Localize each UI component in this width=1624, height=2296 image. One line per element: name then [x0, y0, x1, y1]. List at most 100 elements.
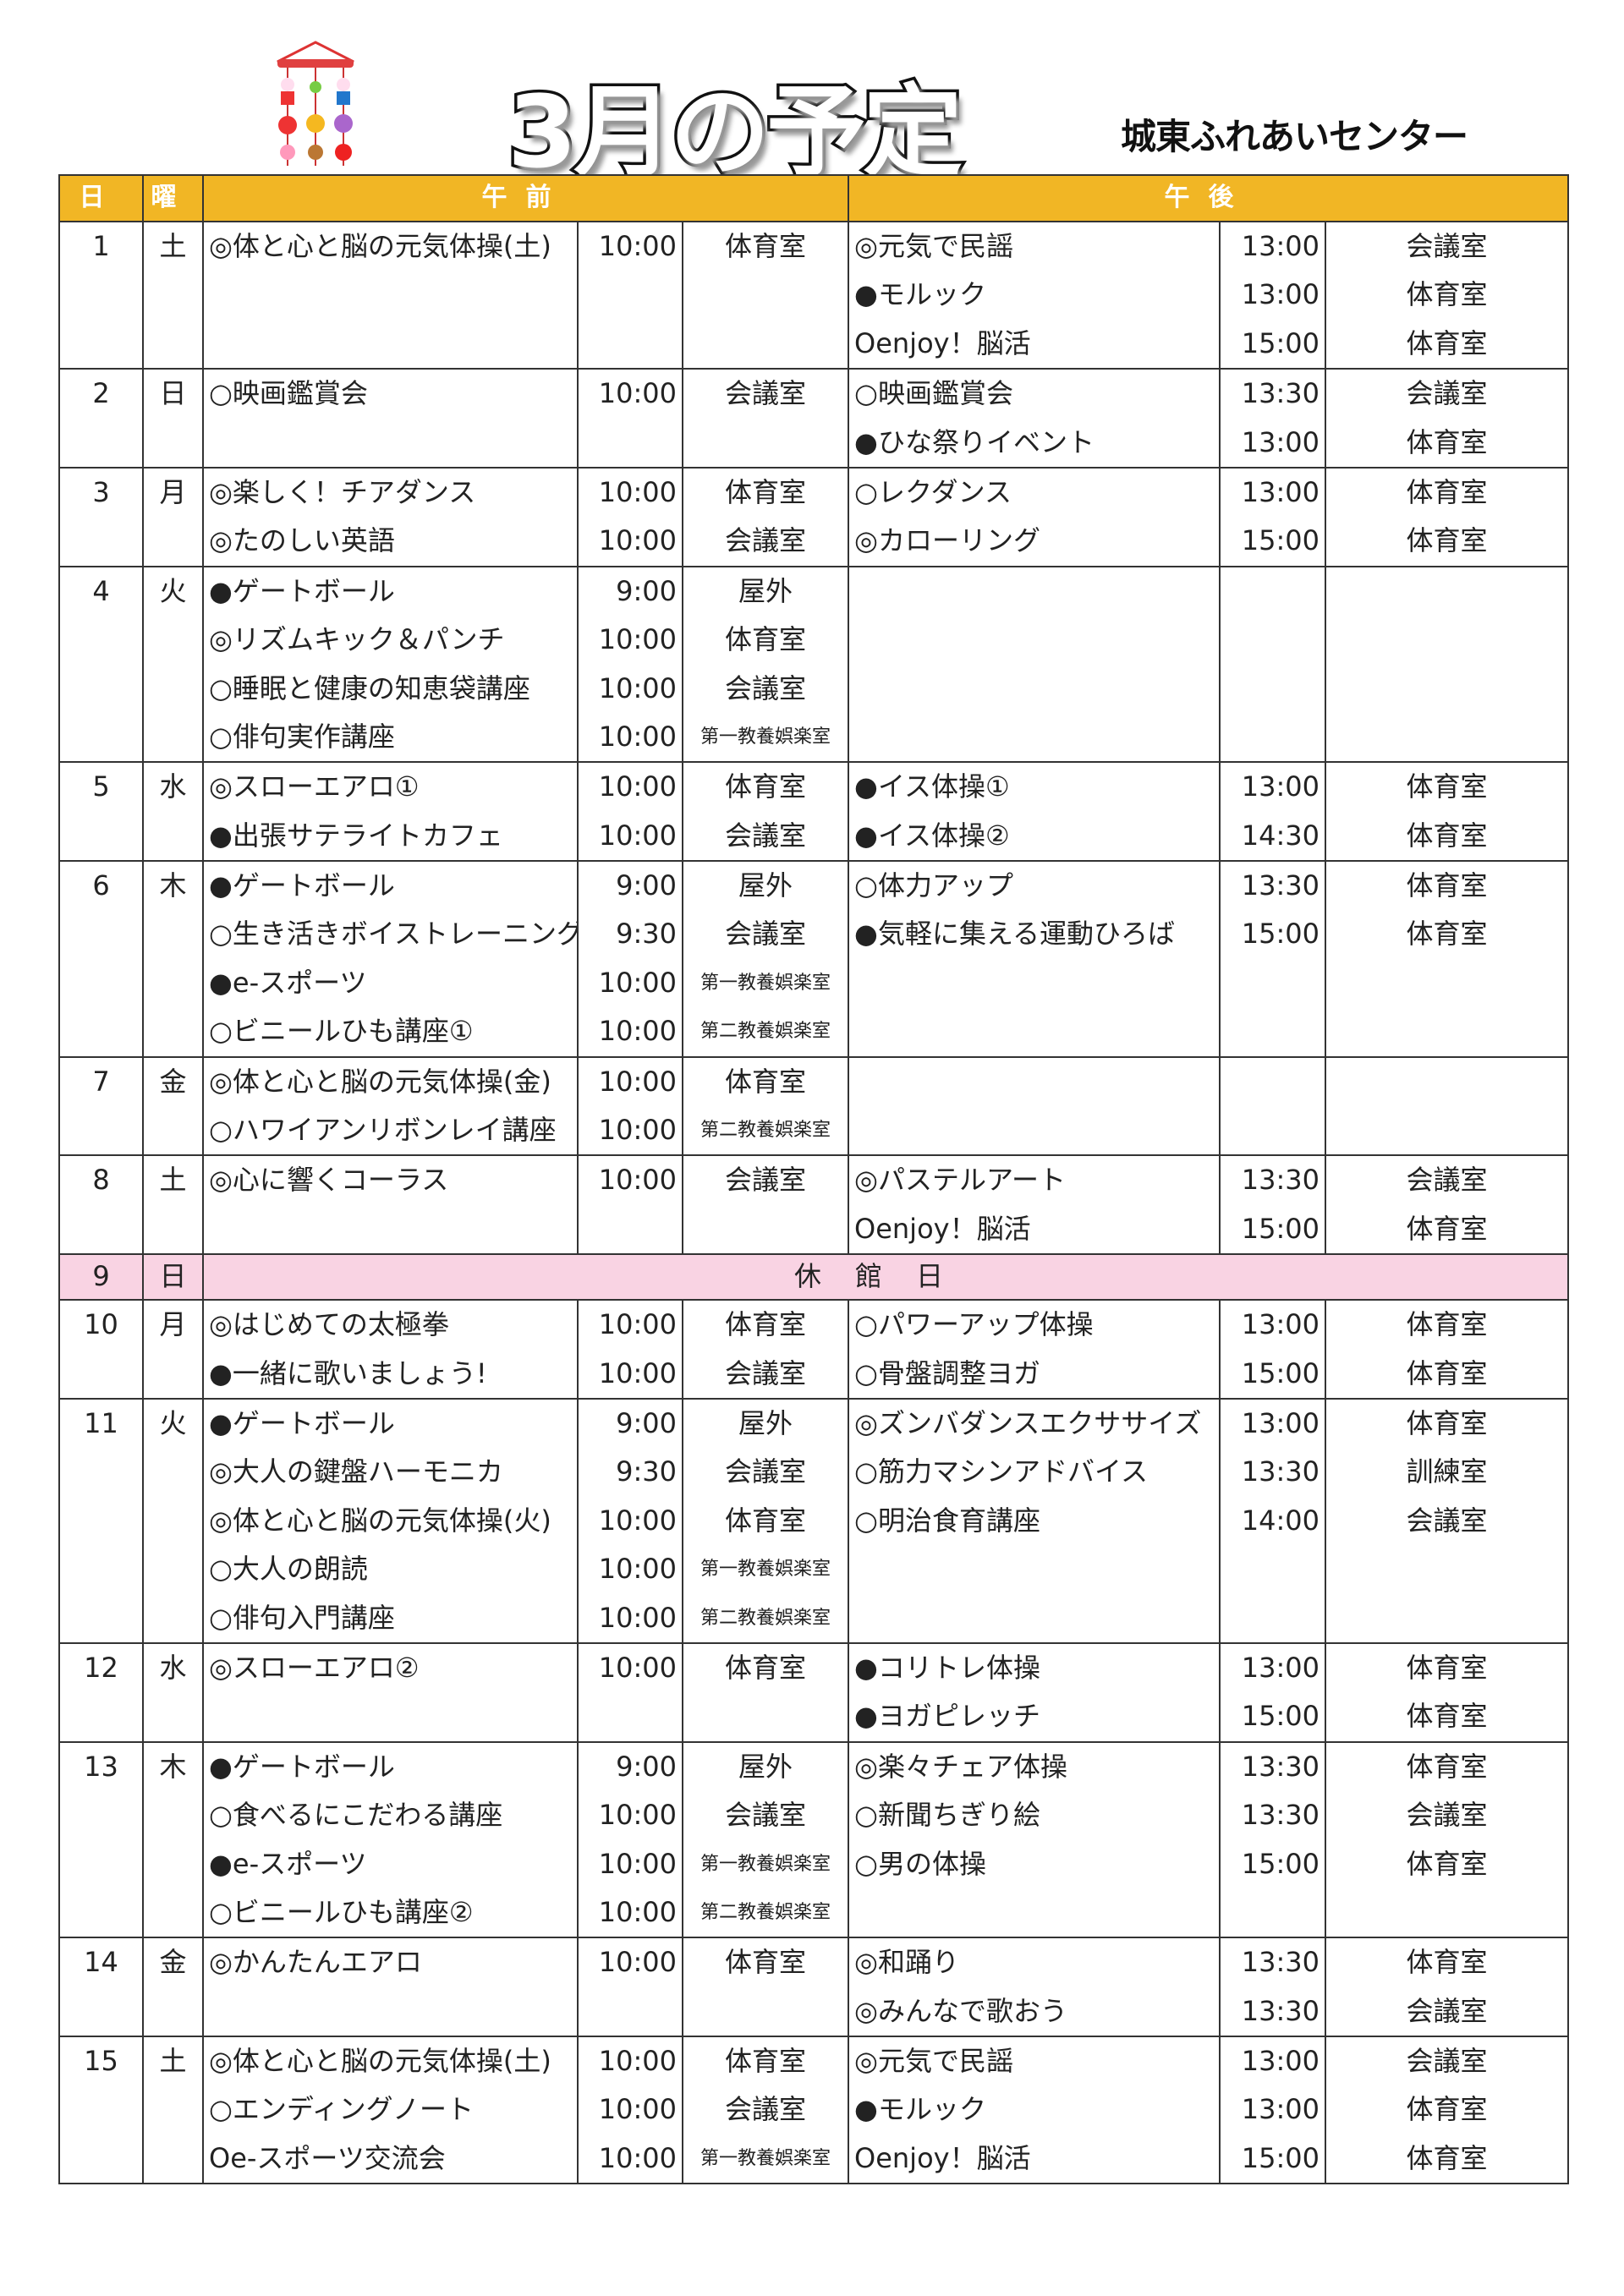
am-event-time: 10:00 [598, 1601, 677, 1634]
am-event-name-cell: ◎かんたんエアロ [202, 1937, 579, 2038]
am-event-room-cell: 会議室 [681, 1154, 850, 1256]
am-event-time: 10:00 [598, 475, 677, 508]
pm-event-room: 体育室 [1406, 475, 1488, 508]
pm-event-name: ○映画鑑賞会 [854, 377, 1013, 410]
pm-event-name-cell: ○レクダンス ◎カローリング [848, 466, 1221, 567]
day-number: 5 [92, 770, 110, 803]
am-event-name: ●出張サテライトカフェ [209, 819, 503, 852]
header-day: 日 [58, 174, 144, 222]
am-event-time-cell: 10:00 10:00 10:00 [577, 2036, 683, 2185]
day-cell: 9 [58, 1253, 144, 1301]
pm-event-name-cell [848, 565, 1221, 764]
am-event-name: ◎かんたんエアロ [209, 1946, 422, 1979]
day-row: 15 土 ◎体と心と脳の元気体操(土) ○エンディングノート Oe-スポーツ交流会 10:… [58, 2036, 1570, 2185]
am-event-room-cell: 屋外 会議室 体育室 第一教養娯楽室 第二教養娯楽室 [681, 1397, 850, 1644]
am-event-name-cell: ●ゲートボール ◎リズムキック＆パンチ ○睡眠と健康の知恵袋講座 ○俳句実作講座 [202, 565, 579, 764]
am-event-room-cell: 体育室 会議室 [681, 761, 850, 863]
am-event-name: ◎体と心と脳の元気体操(土) [209, 2045, 551, 2078]
am-event-time: 10:00 [598, 2141, 677, 2174]
pm-event-time: 15:00 [1241, 2141, 1320, 2174]
day-cell: 12 [58, 1641, 144, 1743]
pm-event-name: ●気軽に集える運動ひろば [854, 918, 1175, 951]
am-event-room-cell: 体育室 [681, 1641, 850, 1743]
pm-event-time: 15:00 [1241, 1356, 1320, 1389]
am-event-time: 10:00 [598, 1553, 677, 1586]
pm-event-name-cell: ○体力アップ ●気軽に集える運動ひろば [848, 860, 1221, 1058]
pm-event-room-cell: 会議室 体育室 [1325, 1154, 1570, 1256]
pm-event-name: ○骨盤調整ヨガ [854, 1356, 1040, 1389]
day-number: 12 [84, 1651, 118, 1684]
pm-event-time: 13:00 [1241, 1406, 1320, 1439]
pm-event-room: 体育室 [1406, 1356, 1488, 1389]
pm-event-room: 会議室 [1406, 377, 1488, 410]
pm-event-room: 体育室 [1406, 819, 1488, 852]
pm-event-time: 15:00 [1241, 1847, 1320, 1880]
pm-event-name: ○レクダンス [854, 475, 1012, 508]
pm-event-name-cell: ◎パステルアート Oenjoy！脳活 [848, 1154, 1221, 1256]
am-event-name: ●ゲートボール [209, 1750, 395, 1783]
am-event-room: 体育室 [725, 770, 807, 803]
am-event-time-cell: 9:00 9:30 10:00 10:00 10:00 [577, 1397, 683, 1644]
day-number: 3 [92, 475, 110, 508]
schedule-body: 1 土 ◎体と心と脳の元気体操(土) 10:00 体育室 ◎元気で民謡 ●モルック Oenjo… [58, 220, 1570, 2185]
day-row: 13 木 ●ゲートボール ○食べるにこだわる講座 ●e-スポーツ ○ビニールひも講座② 9:… [58, 1740, 1570, 1939]
weekday: 木 [159, 869, 187, 902]
pm-event-name: ◎元気で民謡 [854, 2045, 1013, 2078]
pm-event-name: Oenjoy！脳活 [854, 326, 1031, 359]
am-event-room: 会議室 [725, 671, 807, 704]
day-number: 1 [92, 230, 110, 262]
weekday: 月 [159, 1308, 187, 1341]
pm-event-name: ◎ズンバダンスエクササイズ [854, 1406, 1202, 1439]
day-cell: 2 [58, 368, 144, 469]
pm-event-name: ○パワーアップ体操 [854, 1308, 1094, 1341]
pm-event-room: 会議室 [1406, 1504, 1488, 1537]
am-event-name-cell: ○映画鑑賞会 [202, 368, 579, 469]
pm-event-room-cell: 体育室 訓練室 会議室 [1325, 1397, 1570, 1644]
am-event-time: 10:00 [598, 1356, 677, 1389]
am-event-time: 10:00 [598, 1799, 677, 1832]
am-event-name: ○ビニールひも講座① [209, 1015, 474, 1048]
am-event-name: ●ゲートボール [209, 574, 395, 607]
am-event-name: ○俳句実作講座 [209, 720, 395, 753]
pm-event-time: 13:00 [1241, 2093, 1320, 2126]
am-event-time: 10:00 [598, 720, 677, 753]
weekday-cell: 金 [142, 1055, 204, 1157]
pm-event-room-cell: 体育室 体育室 [1325, 1641, 1570, 1743]
pm-event-time: 15:00 [1241, 1212, 1320, 1245]
pm-event-room: 体育室 [1406, 770, 1488, 803]
pm-event-name: ◎パステルアート [854, 1164, 1067, 1197]
day-number: 13 [84, 1750, 118, 1783]
header-row: 日 曜 午前 午後 [58, 174, 1570, 222]
pm-event-name-cell: ○パワーアップ体操 ○骨盤調整ヨガ [848, 1299, 1221, 1400]
day-row: 3 月 ◎楽しく！チアダンス ◎たのしい英語 10:00 10:00 体育室 会議室 ○レクダン… [58, 466, 1570, 567]
pm-event-name: ●ひな祭りイベント [854, 425, 1095, 458]
pm-event-name: ●イス体操① [854, 770, 1010, 803]
am-event-time-cell: 10:00 [577, 1937, 683, 2038]
day-row: 5 水 ◎スローエアロ① ●出張サテライトカフェ 10:00 10:00 体育室 会議室 ●イス… [58, 761, 1570, 863]
day-number: 2 [92, 377, 110, 410]
day-number: 8 [92, 1164, 110, 1197]
pm-event-time-cell: 13:00 13:30 14:00 [1219, 1397, 1327, 1644]
am-event-name: ●ゲートボール [209, 1406, 395, 1439]
weekday: 月 [159, 475, 187, 508]
pm-event-room: 会議室 [1406, 2045, 1488, 2078]
am-event-name: ●一緒に歌いましょう! [209, 1356, 487, 1389]
am-event-time-cell: 10:00 10:00 [577, 761, 683, 863]
pm-event-name-cell: ○映画鑑賞会 ●ひな祭りイベント [848, 368, 1221, 469]
day-cell: 8 [58, 1154, 144, 1256]
am-event-time: 9:00 [616, 869, 677, 902]
am-event-name-cell: ◎スローエアロ② [202, 1641, 579, 1743]
pm-event-room: 体育室 [1406, 1212, 1488, 1245]
am-event-time: 9:00 [616, 1406, 677, 1439]
closed-label: 休館日 [794, 1260, 978, 1293]
pm-event-room: 体育室 [1406, 1946, 1488, 1979]
pm-event-room: 体育室 [1406, 2093, 1488, 2126]
pm-event-time-cell: 13:00 13:00 15:00 [1219, 2036, 1327, 2185]
day-row: 11 火 ●ゲートボール ◎大人の鍵盤ハーモニカ ◎体と心と脳の元気体操(火) ○大人の朗… [58, 1397, 1570, 1644]
pm-event-room: 体育室 [1406, 1308, 1488, 1341]
am-event-room: 会議室 [725, 1455, 807, 1488]
pm-event-room: 体育室 [1406, 869, 1488, 902]
am-event-room: 体育室 [725, 475, 807, 508]
pm-event-time-cell: 13:30 15:00 [1219, 860, 1327, 1058]
weekday: 日 [159, 377, 187, 410]
